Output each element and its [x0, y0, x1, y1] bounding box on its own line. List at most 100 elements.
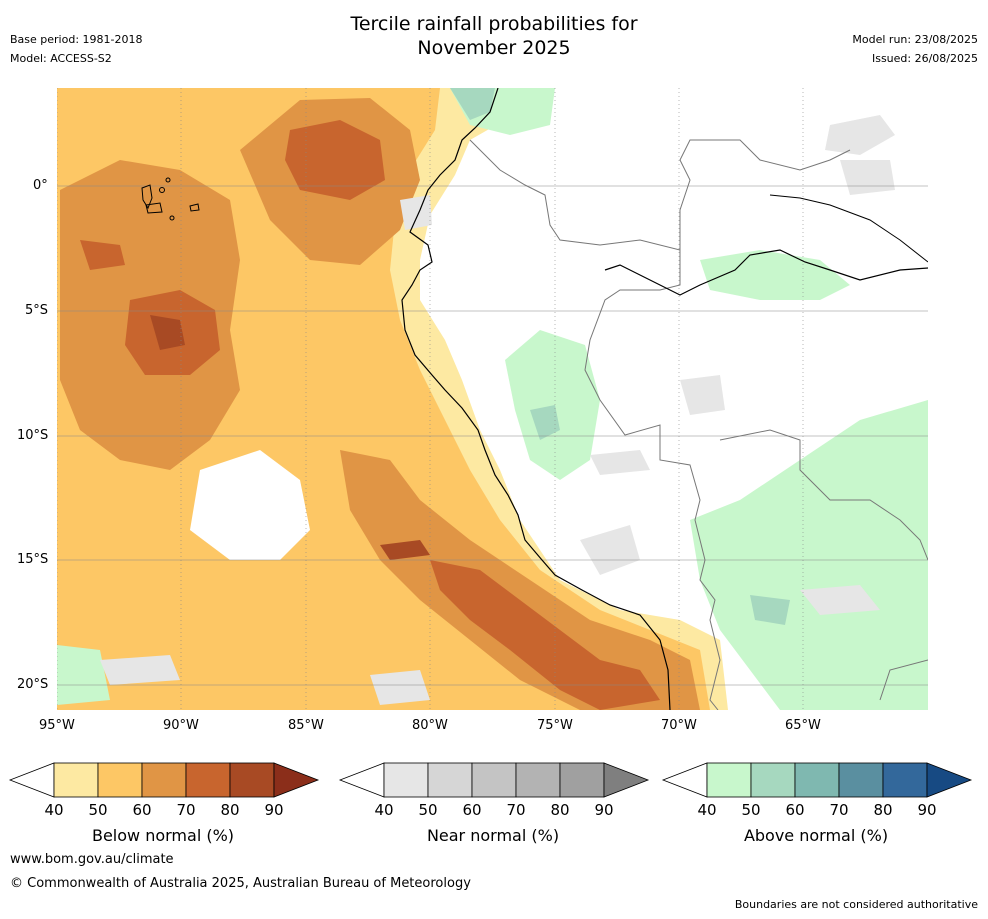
colorbar-extend-high: [926, 762, 973, 798]
near-normal-patch-1: [825, 115, 895, 155]
colorbar-tick-label: 40: [374, 801, 394, 819]
colorbar-tick-label: 40: [697, 801, 717, 819]
colorbar-extend-low: [8, 762, 55, 798]
near-normal-patch-8: [100, 655, 180, 685]
lat-tick: 10°S: [17, 428, 49, 443]
colorbar-tick-label: 50: [741, 801, 761, 819]
colorbar-tick-label: 80: [550, 801, 570, 819]
title-line-2: November 2025: [417, 37, 571, 59]
copyright-text: © Commonwealth of Australia 2025, Austra…: [10, 876, 471, 891]
base-period-text: Base period: 1981-2018: [10, 33, 143, 46]
lon-tick: 75°W: [537, 718, 573, 733]
near-normal-patch-5: [580, 525, 640, 575]
issued-text: Issued: 26/08/2025: [871, 52, 978, 65]
lon-tick: 85°W: [288, 718, 324, 733]
below-normal-70-region-c: [80, 240, 125, 270]
above-normal-40-south: [690, 400, 928, 710]
colorbar-segment: [229, 762, 275, 798]
colorbar-segment: [471, 762, 517, 798]
below-normal-70-region-d: [430, 560, 660, 710]
lon-tick: 90°W: [163, 718, 199, 733]
island-shape: [159, 187, 165, 193]
model-text: Model: ACCESS-S2: [10, 52, 112, 65]
colorbar-tick-label: 90: [264, 801, 284, 819]
above-normal-40-lower-left: [57, 645, 110, 705]
colorbar-segment: [794, 762, 840, 798]
colorbar-tick-label: 70: [829, 801, 849, 819]
colorbar-extend-high: [603, 762, 650, 798]
above-normal-50-central: [530, 405, 560, 440]
near-normal-patch-3: [680, 375, 725, 415]
colorbar-tick-label: 60: [132, 801, 152, 819]
below-normal-80-region-b: [380, 540, 430, 560]
island-shape: [169, 215, 175, 221]
map-panel: [57, 88, 928, 710]
lon-tick: 95°W: [39, 718, 75, 733]
lon-tick: 65°W: [785, 718, 821, 733]
near-normal-patch-7: [370, 670, 430, 705]
colorbar-tick-label: 60: [462, 801, 482, 819]
colorbar-segment: [97, 762, 143, 798]
above-normal-50-south: [750, 595, 790, 625]
island-shape: [141, 184, 153, 210]
colorbar-segment: [427, 762, 473, 798]
colorbar-segment: [141, 762, 187, 798]
colorbar-tick-label: 90: [594, 801, 614, 819]
colorbar-extend-high: [273, 762, 320, 798]
island-shape: [165, 177, 171, 183]
colorbar-tick-label: 70: [176, 801, 196, 819]
meta-left: Base period: 1981-2018 Model: ACCESS-S2: [10, 30, 142, 68]
coastline: [401, 88, 671, 710]
colorbar-segment: [706, 762, 752, 798]
map-title: Tercile rainfall probabilities for Novem…: [0, 12, 988, 60]
colorbar-tick-label: 40: [44, 801, 64, 819]
lon-tick: 70°W: [661, 718, 697, 733]
title-line-1: Tercile rainfall probabilities for: [350, 13, 638, 35]
lat-tick: 0°: [33, 178, 48, 193]
colorbar-above-normal: [661, 762, 973, 798]
colorbar-tick-label: 80: [220, 801, 240, 819]
country-borders: [469, 139, 928, 710]
lon-tick: 80°W: [412, 718, 448, 733]
colorbar-below-normal: [8, 762, 320, 798]
colorbars: [8, 762, 973, 798]
colorbar-tick-label: 60: [785, 801, 805, 819]
galapagos-islands: [141, 177, 200, 221]
above-normal-40-central: [505, 330, 600, 480]
colorbar-segment: [383, 762, 429, 798]
colorbar-tick-label: 80: [873, 801, 893, 819]
lat-tick: 20°S: [17, 677, 49, 692]
colorbar-label-above: Above normal (%): [743, 826, 889, 845]
colorbar-tick-label: 70: [506, 801, 526, 819]
colorbar-segment: [515, 762, 561, 798]
colorbar-segment: [882, 762, 928, 798]
colorbar-segment: [838, 762, 884, 798]
lat-tick: 5°S: [25, 303, 49, 318]
colorbar-label-below: Below normal (%): [91, 826, 235, 845]
near-normal-patch-9: [400, 195, 432, 230]
near-normal-ocean-patch: [190, 450, 310, 560]
colorbar-segment: [559, 762, 605, 798]
lat-tick: 15°S: [17, 552, 49, 567]
model-run-text: Model run: 23/08/2025: [852, 33, 978, 46]
colorbar-label-near: Near normal (%): [426, 826, 560, 845]
colorbar-tick-label: 90: [917, 801, 937, 819]
amazon-river-north: [769, 194, 928, 263]
below-normal-60-region-coast: [340, 450, 700, 710]
website-link[interactable]: www.bom.gov.au/climate: [10, 852, 174, 867]
colorbar-tick-label: 50: [88, 801, 108, 819]
amazon-river: [604, 249, 928, 296]
island-shape: [145, 202, 163, 214]
disclaimer-text: Boundaries are not considered authoritat…: [734, 898, 978, 911]
near-normal-patch-4: [590, 450, 650, 475]
below-normal-80-region-a: [150, 315, 185, 350]
colorbar-segment: [185, 762, 231, 798]
above-normal-50-north: [450, 88, 495, 120]
near-normal-patch-6: [800, 585, 880, 615]
colorbar-near-normal: [338, 762, 650, 798]
colorbar-extend-low: [661, 762, 708, 798]
above-normal-40-east: [700, 250, 850, 300]
gridlines: [57, 88, 928, 710]
meta-right: Model run: 23/08/2025 Issued: 26/08/2025: [852, 30, 978, 68]
